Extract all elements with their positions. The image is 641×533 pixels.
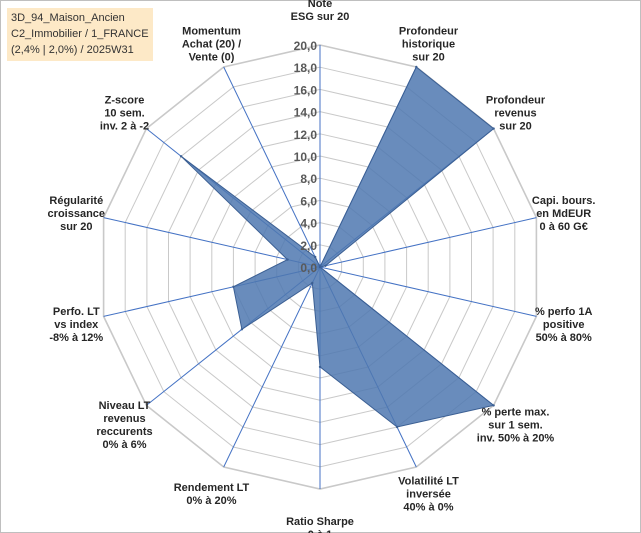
axis-label: Profondeur historique sur 20 (399, 25, 459, 63)
axis-label-line: Perfo. LT (53, 306, 100, 318)
series-point (492, 404, 495, 407)
axis-label-line: Rendement LT (174, 482, 250, 494)
axis-label-line: Momentum (182, 25, 241, 37)
series-point (240, 328, 244, 331)
axis-spoke (319, 266, 537, 317)
series-point (232, 285, 235, 288)
axis-spoke (223, 266, 321, 468)
axis-label-line: inversée (406, 489, 451, 501)
axis-label-line: Niveau LT (99, 400, 151, 412)
axis-label-line: % perfo 1A (535, 306, 593, 318)
tick-label: 12,0 (294, 128, 318, 142)
axis-label: % perfo 1A positive 50% à 80% (535, 306, 593, 344)
axis-label-line: Vente (0) (189, 51, 235, 63)
axis-label: Volatilité LT inversée 40% à 0% (398, 476, 459, 514)
tick-label: 8,0 (300, 172, 317, 186)
title-line-1: 3D_94_Maison_Ancien (11, 12, 125, 24)
axis-label-line: -8% à 12% (49, 332, 103, 344)
series-point (324, 264, 327, 267)
tick-label: 4,0 (300, 217, 317, 231)
axis-label-line: revenus (103, 413, 145, 425)
axis-label-line: 50% à 80% (536, 332, 592, 344)
axis-label-line: en MdEUR (536, 208, 591, 220)
axis-label: Profondeur revenus sur 20 (486, 95, 546, 133)
axis-label-line: positive (543, 319, 585, 331)
axis-label-line: ESG sur 20 (291, 11, 350, 23)
axis-label-line: sur 20 (60, 221, 92, 233)
axis-label-line: 0% à 6% (102, 439, 146, 451)
axis-label: Ratio Sharpe0 à 1 (286, 516, 354, 533)
radar-series (179, 65, 495, 429)
axis-label: Capi. bours. en MdEUR 0 à 60 G€ (532, 195, 596, 233)
tick-label: 16,0 (294, 83, 318, 97)
axis-label: Momentum Achat (20) / Vente (0) (182, 25, 241, 63)
axis-label-line: Profondeur (486, 95, 546, 107)
axis-label-line: revenus (494, 108, 536, 120)
axis-label-line: vs index (54, 319, 99, 331)
axis-label-line: Capi. bours. (532, 195, 596, 207)
tick-label: 2,0 (300, 239, 317, 253)
axis-label-line: Profondeur (399, 25, 459, 37)
axis-label-line: sur 20 (499, 121, 531, 133)
axis-label: % perte max. sur 1 sem. inv. 50% à 20% (477, 406, 555, 444)
series-point (286, 258, 289, 261)
axis-spoke (223, 66, 321, 268)
axis-label-line: Note (308, 0, 332, 10)
tick-label: 14,0 (294, 106, 318, 120)
title-line-3: (2,4% | 2,0%) / 2025W31 (11, 44, 134, 56)
axis-label-line: historique (402, 38, 455, 50)
axis-spoke (319, 217, 537, 268)
tick-label: 20,0 (294, 39, 318, 53)
axis-label-line: Achat (20) / (182, 38, 241, 50)
chart-title-box: 3D_94_Maison_Ancien C2_Immobilier / 1_FR… (7, 8, 153, 61)
axis-spoke (103, 217, 321, 268)
series-area (180, 66, 495, 428)
tick-label: 10,0 (294, 150, 318, 164)
series-point (395, 425, 399, 429)
axis-label-line: Régularité (49, 195, 103, 207)
axis-label-line: 0 à 1 (308, 529, 332, 533)
axis-label-line: Z-score (105, 95, 145, 107)
series-point (179, 155, 183, 158)
axis-label-line: 10 sem. (104, 108, 144, 120)
axis-label-line: 0% à 20% (186, 495, 236, 507)
axis-label-line: Ratio Sharpe (286, 516, 354, 528)
axis-label: Rendement LT 0% à 20% (174, 482, 250, 507)
series-point (492, 127, 495, 130)
tick-label: 0,0 (300, 261, 317, 275)
radar-tick-labels: 0,0 2,0 4,0 6,0 8,0 10,0 12,0 14,0 16,0 18,0 20,0 (294, 39, 318, 275)
series-point (318, 265, 322, 269)
axis-label-line: 0 à 60 G€ (540, 221, 588, 233)
axis-label-line: reccurents (96, 426, 152, 438)
axis-label: Note ESG sur 20 (291, 0, 350, 23)
series-point (314, 255, 317, 259)
axis-label-line: inv. 2 à -2 (100, 121, 149, 133)
axis-label: Perfo. LT vs index -8% à 12% (49, 306, 103, 344)
title-line-2: C2_Immobilier / 1_FRANCE (11, 28, 149, 40)
axis-label-line: 40% à 0% (403, 502, 453, 514)
axis-label: Z-score 10 sem. inv. 2 à -2 (100, 95, 149, 133)
axis-label-line: Volatilité LT (398, 476, 459, 488)
series-point (318, 365, 322, 369)
axis-label-line: croissance (48, 208, 105, 220)
axis-label-line: sur 1 sem. (488, 419, 542, 431)
series-point (415, 65, 418, 69)
axis-label-line: inv. 50% à 20% (477, 432, 555, 444)
axis-label: Régularité croissance sur 20 (48, 195, 105, 233)
tick-label: 6,0 (300, 194, 317, 208)
axis-label-line: % perte max. (482, 406, 550, 418)
series-point (311, 281, 314, 285)
axis-label-line: sur 20 (412, 51, 444, 63)
axis-label: Niveau LT revenus reccurents 0% à 6% (96, 400, 152, 451)
tick-label: 18,0 (294, 61, 318, 75)
